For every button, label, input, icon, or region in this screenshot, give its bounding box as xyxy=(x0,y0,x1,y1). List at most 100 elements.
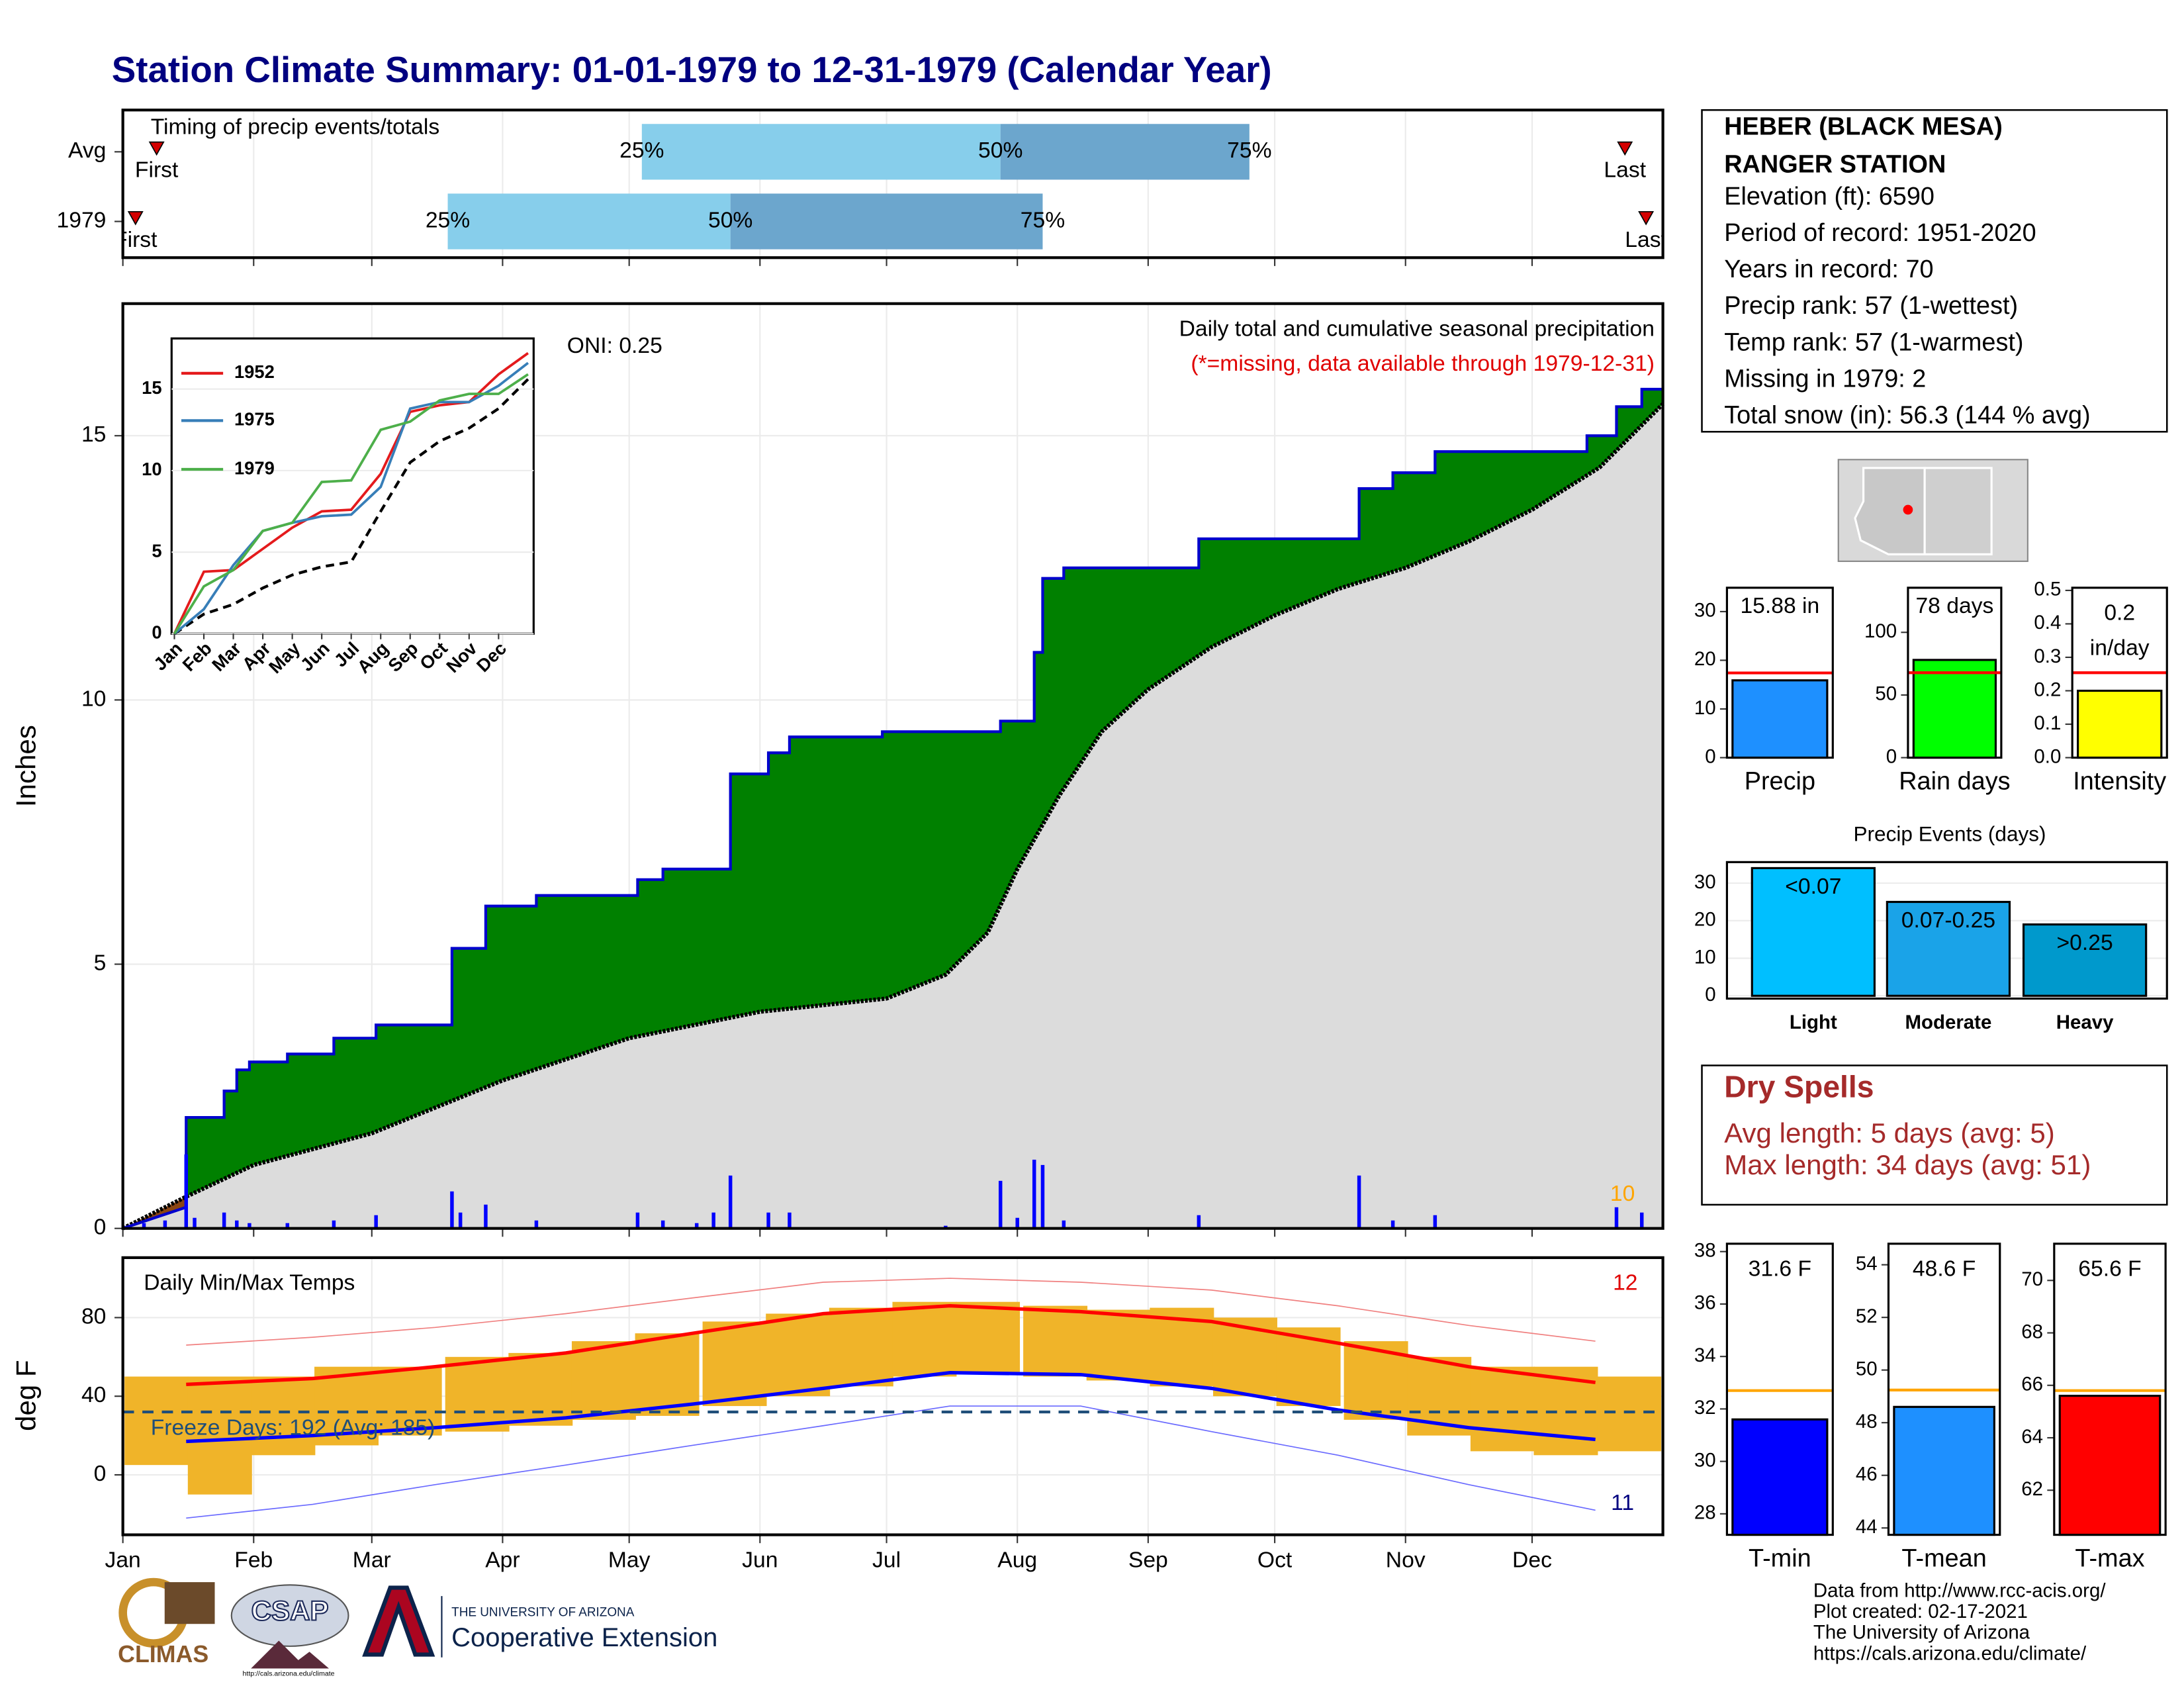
y-tick-label: 44 xyxy=(1856,1516,1878,1538)
daily-bar xyxy=(458,1212,463,1229)
normal-max-line xyxy=(186,1303,1596,1387)
events-title: Precip Events (days) xyxy=(1854,822,2046,846)
temp-range-bar xyxy=(377,1366,442,1436)
category-label: Rain days xyxy=(1899,767,2010,795)
station-box xyxy=(1701,109,2168,433)
first-label: First xyxy=(114,228,158,252)
timing-title: Timing of precip events/totals xyxy=(151,115,439,139)
temp-range-bar xyxy=(829,1307,893,1387)
inset-line xyxy=(173,361,529,635)
y-tick-label: 64 xyxy=(2021,1426,2043,1448)
threshold-label: 0.07-0.25 xyxy=(1901,908,1995,933)
csap-url: http://cals.arizona.edu/climate xyxy=(243,1670,335,1678)
daily-bar xyxy=(332,1220,336,1229)
category-label: T-min xyxy=(1749,1544,1811,1572)
footer-line: Data from http://www.rcc-acis.org/ xyxy=(1813,1580,2106,1602)
temp-range-bar xyxy=(892,1301,957,1377)
quartile-label: 50% xyxy=(978,138,1023,163)
inset-x-label: Mar xyxy=(208,637,246,675)
y-tick-label: 15 xyxy=(81,422,106,447)
quartile-bar xyxy=(730,193,1043,250)
y-tick-label: 66 xyxy=(2021,1374,2043,1395)
unit-label: in/day xyxy=(2090,635,2150,660)
station-line: Total snow (in): 56.3 (144 % avg) xyxy=(1724,402,2090,430)
y-tick-label: 0.1 xyxy=(2034,712,2061,734)
x-tick-label: Mar xyxy=(353,1548,391,1572)
y-tick-label: 0.0 xyxy=(2034,745,2061,767)
y-tick-label: 10 xyxy=(1694,697,1716,719)
daily-bar xyxy=(766,1212,770,1229)
x-tick-label: Jul xyxy=(872,1548,901,1572)
summary-bar xyxy=(2058,1395,2161,1536)
station-line: Years in record: 70 xyxy=(1724,256,1933,283)
footer-line: https://cals.arizona.edu/climate/ xyxy=(1813,1642,2087,1664)
y-tick-label: 50 xyxy=(1856,1358,1878,1380)
observed-line xyxy=(122,387,1663,1230)
y-tick-label: 30 xyxy=(1694,1449,1716,1471)
temp-frame xyxy=(121,1256,1664,1536)
threshold-label: <0.07 xyxy=(1785,874,1841,899)
x-tick-label: Jan xyxy=(105,1548,141,1572)
x-tick-label: May xyxy=(608,1548,651,1572)
timing-frame xyxy=(121,109,1664,259)
event-bar xyxy=(2022,923,2148,997)
climas-logo-box xyxy=(164,1582,215,1624)
daily-bar xyxy=(450,1191,454,1229)
temp-range-bar xyxy=(251,1376,316,1456)
record-count: 10 xyxy=(1610,1182,1635,1206)
y-tick-label: 68 xyxy=(2021,1321,2043,1342)
daily-bar xyxy=(374,1215,378,1229)
value-label: 78 days xyxy=(1915,594,1993,618)
x-tick-label: Aug xyxy=(997,1548,1037,1572)
temp-range-bar xyxy=(1470,1366,1535,1452)
y-tick-label: 10 xyxy=(1694,946,1716,968)
temp-range-bar xyxy=(1023,1305,1088,1377)
daily-bar xyxy=(1015,1217,1019,1229)
threshold-label: >0.25 xyxy=(2057,931,2113,955)
value-label: 65.6 F xyxy=(2078,1257,2141,1282)
daily-bar xyxy=(484,1204,488,1229)
last-marker xyxy=(1638,211,1655,226)
station-name: HEBER (BLACK MESA) xyxy=(1724,113,2003,141)
inset-y-label: 5 xyxy=(152,540,161,561)
y-tick-label: 20 xyxy=(1694,909,1716,931)
y-tick-label: 0.5 xyxy=(2034,579,2061,600)
summary-frame xyxy=(2053,1243,2167,1536)
station-line: Precip rank: 57 (1-wettest) xyxy=(1724,292,2018,320)
legend-label: 1979 xyxy=(234,457,275,478)
daily-bar xyxy=(1640,1212,1644,1229)
y-tick-label: 34 xyxy=(1694,1344,1716,1366)
y-tick-label: 20 xyxy=(1694,648,1716,670)
map-state xyxy=(1923,467,1993,555)
inset-y-label: 10 xyxy=(142,459,161,479)
summary-bar xyxy=(2077,689,2163,759)
daily-bar xyxy=(1390,1220,1395,1229)
x-tick-label: Sep xyxy=(1128,1548,1168,1572)
y-tick-label: 100 xyxy=(1864,620,1897,642)
y-tick-label: 0 xyxy=(1705,745,1715,767)
map-state xyxy=(1854,467,1926,555)
row-label: Avg xyxy=(68,138,106,163)
inset-bg xyxy=(170,337,535,635)
y-tick-label: 54 xyxy=(1856,1252,1878,1274)
daily-bar xyxy=(1032,1159,1036,1229)
csap-cloud xyxy=(230,1584,349,1647)
inset-x-label: Oct xyxy=(416,638,451,674)
daily-bar xyxy=(285,1223,290,1229)
dry-spells-box xyxy=(1701,1064,2168,1206)
station-name: RANGER STATION xyxy=(1724,150,1946,178)
legend-label: 1975 xyxy=(234,409,275,430)
y-tick-label: 0.3 xyxy=(2034,645,2061,667)
y-tick-label: 80 xyxy=(81,1304,106,1329)
inset-y-label: 0 xyxy=(152,622,161,643)
summary-frame xyxy=(1887,1243,2001,1536)
temp-range-bar xyxy=(635,1333,700,1416)
ua-text: THE UNIVERSITY OF ARIZONA xyxy=(451,1605,635,1619)
inset-x-label: Jun xyxy=(296,638,334,675)
quartile-bar xyxy=(641,124,1001,180)
precip-frame xyxy=(121,302,1664,1230)
temp-range-bar xyxy=(1086,1309,1151,1381)
daily-bar xyxy=(1433,1215,1437,1229)
events-frame xyxy=(1725,861,2168,1000)
category-label: Moderate xyxy=(1905,1011,1992,1033)
